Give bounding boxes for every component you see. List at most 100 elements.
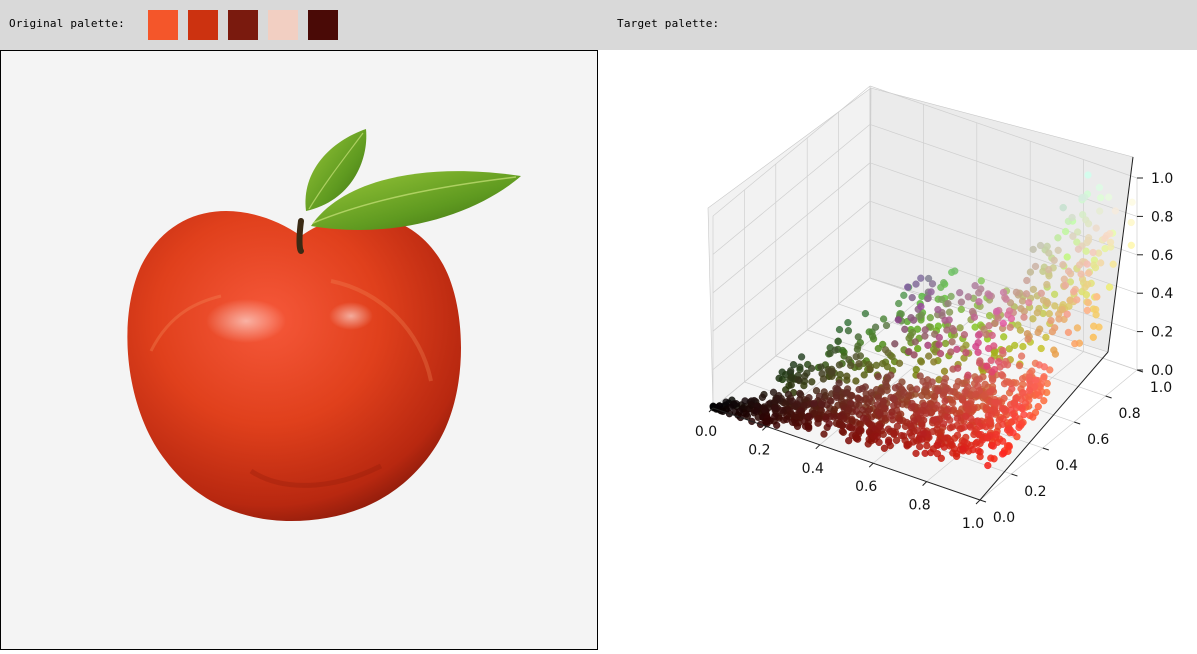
- scatter-point: [977, 277, 985, 285]
- scatter-point: [937, 283, 945, 292]
- scatter-point: [1025, 299, 1033, 307]
- scatter-point: [1071, 340, 1079, 348]
- scatter-point: [891, 340, 899, 348]
- scatter-point: [976, 359, 984, 367]
- scatter-point: [1059, 204, 1067, 212]
- scatter-point: [853, 434, 861, 442]
- scatter-point: [796, 363, 804, 371]
- scatter-point: [975, 375, 983, 383]
- scatter-point: [999, 437, 1007, 445]
- scatter-point: [1078, 194, 1086, 202]
- scatter-point: [972, 390, 980, 399]
- scatter-point: [987, 356, 995, 365]
- scatter-point: [875, 438, 883, 447]
- scatter-point: [986, 312, 994, 320]
- scatter-point: [1128, 198, 1136, 206]
- x-tick-label-1.0: 1.0: [962, 516, 984, 532]
- scatter-point: [882, 321, 891, 330]
- scatter-point: [1009, 429, 1017, 437]
- scatter-point: [864, 440, 872, 448]
- x-tick-label-0.4: 0.4: [802, 461, 824, 477]
- scatter-point: [778, 406, 786, 415]
- scatter-point: [928, 378, 936, 386]
- scatter-point: [954, 364, 962, 372]
- scatter-point: [1055, 315, 1063, 323]
- scatter-point: [831, 346, 839, 354]
- scatter-point: [933, 401, 941, 409]
- scatter-point: [1063, 310, 1071, 318]
- scatter-point: [984, 434, 992, 442]
- palette-swatch-2: [188, 10, 218, 40]
- scatter-point: [913, 325, 922, 333]
- y-tick-label-0.8: 0.8: [1118, 406, 1140, 422]
- scatter-point: [1076, 261, 1084, 269]
- scatter-point: [819, 375, 828, 383]
- scatter-point: [945, 316, 953, 324]
- rgb-3d-scatter-plot: 0.0 0.2 0.4 0.6 0.8 1.0 0.0 0.2 0.4 0.6 0.8 1.0 0.…: [695, 85, 1173, 532]
- scatter-point: [928, 280, 937, 288]
- scatter-point: [937, 454, 945, 462]
- scatter-point: [808, 378, 816, 386]
- scatter-point: [810, 399, 818, 408]
- scatter-point: [944, 405, 952, 413]
- axis-lines: [712, 156, 1134, 501]
- scatter-point: [981, 380, 989, 388]
- scatter-point: [771, 412, 779, 421]
- scatter-point: [1074, 245, 1083, 253]
- scatter-point: [848, 424, 856, 432]
- scatter-point: [1002, 295, 1010, 303]
- scatter-point: [1096, 207, 1104, 215]
- scatter-point: [1054, 246, 1062, 254]
- scatter-point: [1034, 403, 1042, 411]
- scatter-point: [775, 374, 783, 382]
- scatter-point: [825, 420, 833, 428]
- scatter-point: [956, 289, 964, 297]
- scatter-point: [1018, 352, 1026, 360]
- scatter-point: [925, 352, 933, 360]
- x-tick-label-0.2: 0.2: [748, 442, 770, 458]
- scatter-point: [818, 400, 826, 408]
- palette-swatch-1: [148, 10, 178, 40]
- scatter-point: [885, 438, 893, 446]
- scatter-point: [998, 371, 1006, 379]
- scatter-point: [872, 323, 880, 331]
- scatter-point: [1026, 268, 1035, 276]
- scatter-point: [874, 344, 882, 353]
- scatter-point: [791, 402, 799, 410]
- scatter-point: [1105, 193, 1113, 201]
- palette-toolbar: Original palette: Target palette:: [0, 0, 1197, 50]
- scatter-point: [794, 376, 802, 384]
- scatter-point: [1025, 386, 1034, 395]
- scatter-point: [999, 319, 1007, 328]
- scatter-point: [956, 425, 964, 433]
- scatter-point: [1064, 328, 1073, 337]
- scatter-point: [1092, 224, 1100, 232]
- scatter-point: [1000, 380, 1009, 388]
- scatter-point: [835, 361, 844, 369]
- scatter-point: [796, 389, 804, 398]
- scatter-point: [852, 377, 860, 385]
- scatter-point: [1032, 376, 1040, 384]
- source-image-panel: [0, 50, 598, 650]
- scatter-point: [752, 407, 760, 415]
- apple-image: [127, 129, 521, 521]
- scatter-point: [814, 419, 822, 427]
- scatter-point: [1062, 227, 1070, 236]
- scatter-point: [986, 388, 995, 396]
- y-tick-label-0.6: 0.6: [1087, 432, 1109, 448]
- scatter-point: [1031, 262, 1040, 271]
- scatter-point: [801, 372, 809, 380]
- scatter-point: [876, 410, 884, 418]
- scatter-point: [1034, 328, 1042, 337]
- scatter-point: [891, 384, 900, 392]
- scatter-point: [1045, 266, 1053, 274]
- scatter-point: [836, 370, 844, 379]
- scatter-point: [783, 415, 791, 424]
- scatter-point: [1040, 363, 1048, 371]
- scatter-point: [855, 360, 863, 368]
- scatter-point: [1082, 247, 1090, 255]
- scatter-point: [843, 372, 851, 380]
- scatter-point: [881, 414, 889, 422]
- scatter-point: [1083, 260, 1091, 268]
- scatter-point: [1006, 323, 1014, 331]
